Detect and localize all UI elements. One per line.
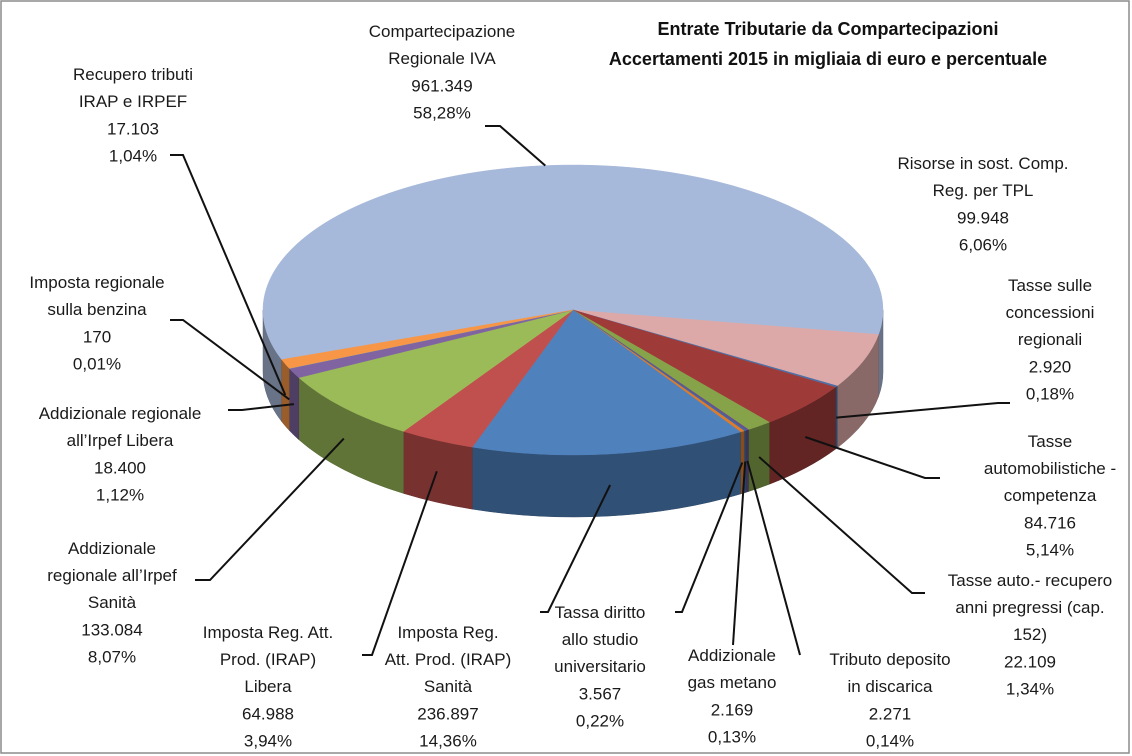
leader-line	[732, 461, 747, 646]
percent-label: 0,18%	[1026, 384, 1074, 403]
percent-label: 0,22%	[576, 711, 624, 730]
percent-label: 58,28%	[413, 103, 471, 122]
percent-label: 0,14%	[866, 731, 914, 750]
slice	[298, 309, 574, 432]
percent-label: 14,36%	[419, 731, 477, 750]
slice-label: Addizionale gas metano	[688, 646, 777, 692]
slice-label: Addizionale regionale all’Irpef Libera	[39, 404, 202, 450]
slice-label: Tasse automobilistiche -competenza	[984, 432, 1116, 505]
leader-line	[758, 456, 925, 594]
leader-line	[362, 470, 438, 656]
value-label: 2.271	[869, 704, 912, 723]
leader-line	[836, 402, 1010, 419]
chart-subtitle: Accertamenti 2015 in migliaia di euro e …	[609, 49, 1047, 69]
leader-line	[540, 484, 611, 613]
value-label: 133.084	[81, 620, 142, 639]
percent-label: 6,06%	[959, 235, 1007, 254]
value-label: 17.103	[107, 119, 159, 138]
percent-label: 0,13%	[708, 727, 756, 746]
slice	[471, 309, 742, 456]
slice-label: Recupero tributi IRAP e IRPEF	[73, 65, 193, 111]
percent-label: 3,94%	[244, 731, 292, 750]
slice-label: Tasse sulle concessioni regionali	[1006, 276, 1095, 349]
leader-line	[804, 436, 940, 479]
value-label: 2.920	[1029, 357, 1072, 376]
leader-line	[485, 125, 546, 167]
value-label: 99.948	[957, 208, 1009, 227]
leader-line	[170, 154, 287, 396]
slice-label: Risorse in sost. Comp. Reg. per TPL	[898, 154, 1069, 200]
slice	[572, 309, 879, 387]
value-label: 18.400	[94, 458, 146, 477]
percent-label: 0,01%	[73, 354, 121, 373]
percent-label: 8,07%	[88, 647, 136, 666]
slice-label: Tasse auto.- recupero anni pregressi (cap…	[948, 571, 1112, 644]
slice-label: Addizionale regionale all’Irpef Sanità	[47, 539, 177, 612]
slice-label: Tributo deposito in discarica	[829, 650, 950, 696]
value-label: 961.349	[411, 76, 472, 95]
slice-label: Imposta Reg. Att. Prod. (IRAP) Sanità	[385, 623, 512, 696]
pie	[262, 164, 884, 518]
value-label: 84.716	[1024, 513, 1076, 532]
percent-label: 1,04%	[109, 146, 157, 165]
slice-label: Tassa diritto allo studio universitario	[554, 603, 646, 676]
percent-label: 5,14%	[1026, 540, 1074, 559]
slice-label: Compartecipazione Regionale IVA	[369, 22, 515, 68]
slice-label: Imposta Reg. Att. Prod. (IRAP) Libera	[203, 623, 333, 696]
chart-title: Entrate Tributarie da Compartecipazioni	[657, 19, 998, 39]
leader-line	[170, 319, 290, 401]
value-label: 170	[83, 327, 111, 346]
value-label: 236.897	[417, 704, 478, 723]
slice	[281, 309, 574, 369]
percent-label: 1,12%	[96, 485, 144, 504]
leader-line	[746, 460, 801, 656]
value-label: 3.567	[579, 684, 622, 703]
leader-line	[675, 462, 744, 613]
leader-line	[195, 437, 345, 581]
slice-label: Imposta regionale sulla benzina	[29, 273, 164, 319]
value-label: 2.169	[711, 700, 754, 719]
slice-side	[748, 421, 770, 492]
labels: Compartecipazione Regionale IVA 961.349 58,…	[29, 22, 1116, 750]
value-label: 64.988	[242, 704, 294, 723]
leader-line	[228, 403, 295, 411]
value-label: 22.109	[1004, 652, 1056, 671]
percent-label: 1,34%	[1006, 679, 1054, 698]
